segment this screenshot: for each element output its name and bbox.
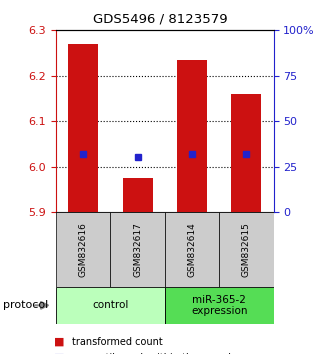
FancyBboxPatch shape — [165, 287, 274, 324]
Text: control: control — [92, 300, 129, 310]
Text: GDS5496 / 8123579: GDS5496 / 8123579 — [93, 12, 227, 25]
FancyBboxPatch shape — [219, 212, 274, 287]
FancyBboxPatch shape — [56, 287, 165, 324]
Text: GSM832614: GSM832614 — [188, 222, 196, 277]
Text: GSM832616: GSM832616 — [79, 222, 88, 277]
Text: miR-365-2
expression: miR-365-2 expression — [191, 295, 247, 316]
Text: GSM832617: GSM832617 — [133, 222, 142, 277]
Text: percentile rank within the sample: percentile rank within the sample — [72, 353, 237, 354]
Text: GSM832615: GSM832615 — [242, 222, 251, 277]
Bar — [123, 178, 153, 212]
FancyBboxPatch shape — [110, 212, 165, 287]
Bar — [177, 60, 207, 212]
Bar — [231, 94, 261, 212]
FancyBboxPatch shape — [165, 212, 219, 287]
Bar — [68, 44, 98, 212]
Text: ■: ■ — [54, 337, 65, 347]
Text: transformed count: transformed count — [72, 337, 163, 347]
FancyBboxPatch shape — [56, 212, 110, 287]
Text: protocol: protocol — [3, 300, 48, 310]
Text: ■: ■ — [54, 353, 65, 354]
